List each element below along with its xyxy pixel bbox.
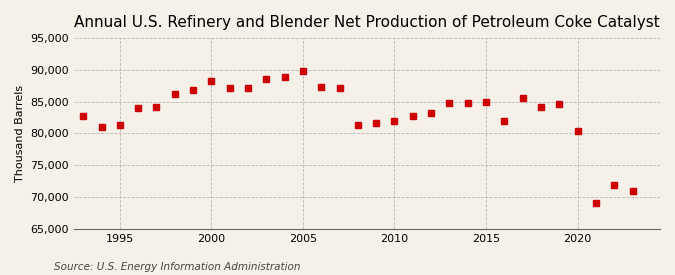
Title: Annual U.S. Refinery and Blender Net Production of Petroleum Coke Catalyst: Annual U.S. Refinery and Blender Net Pro…	[74, 15, 660, 30]
Text: Source: U.S. Energy Information Administration: Source: U.S. Energy Information Administ…	[54, 262, 300, 271]
Y-axis label: Thousand Barrels: Thousand Barrels	[15, 85, 25, 182]
